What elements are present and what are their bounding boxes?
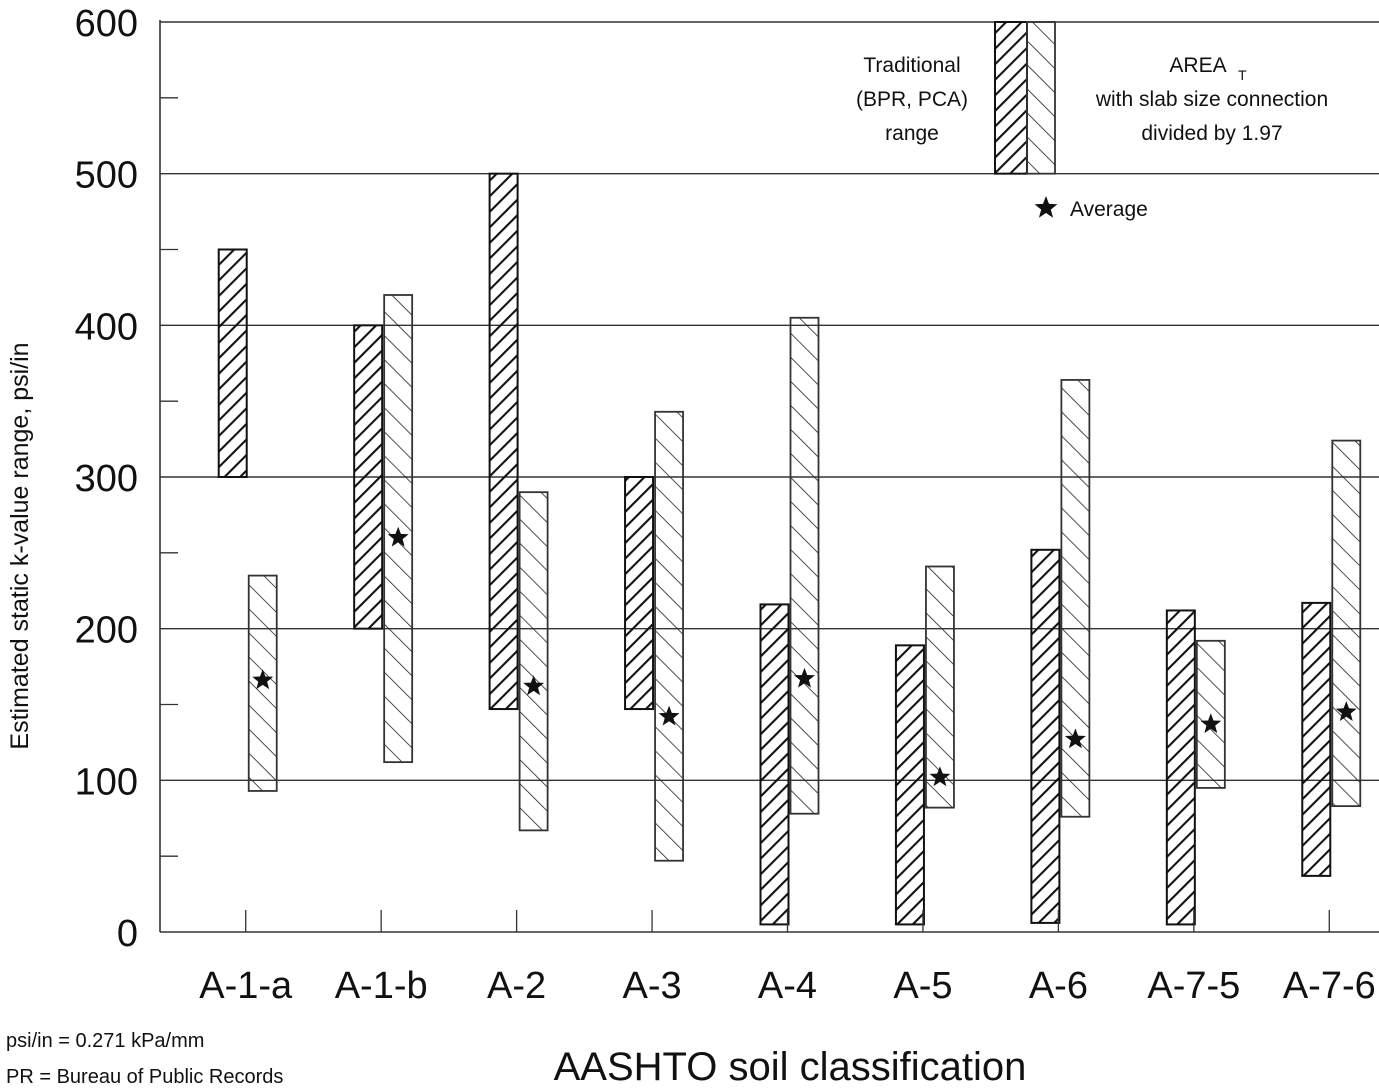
footnote-bpr: PR = Bureau of Public Records	[6, 1066, 284, 1088]
average-star-marker	[794, 667, 815, 688]
area-range-bar	[247, 574, 278, 792]
legend-average-label: Average	[1070, 198, 1148, 221]
legend-traditional-swatch	[994, 21, 1028, 175]
legend-average-star	[1034, 196, 1058, 218]
legend-traditional-label: (BPR, PCA)	[856, 88, 968, 111]
y-tick-label: 300	[75, 458, 138, 500]
legend-traditional-label: range	[885, 122, 939, 145]
legend-traditional-label: Traditional	[863, 54, 960, 77]
x-tick-label: A-3	[622, 965, 681, 1007]
y-tick-label: 100	[75, 761, 138, 803]
legend-area-swatch	[1026, 21, 1056, 175]
x-tick-label: A-6	[1029, 965, 1088, 1007]
y-axis-label: Estimated static k-value range, psi/in	[6, 342, 34, 749]
area-range-bar	[1060, 379, 1091, 818]
x-tick-label: A-7-6	[1283, 965, 1376, 1007]
area-range-bar	[518, 491, 549, 832]
footnote-conversion: psi/in = 0.271 kPa/mm	[6, 1030, 205, 1052]
x-tick-label: A-1-a	[199, 965, 293, 1007]
legend-area-subscript: T	[1238, 67, 1247, 83]
average-star-marker	[523, 675, 545, 696]
traditional-range-bar	[488, 172, 519, 711]
legend-area-label: divided by 1.97	[1141, 122, 1282, 145]
y-tick-label: 0	[117, 913, 138, 955]
y-tick-label: 400	[75, 306, 138, 348]
traditional-range-bar	[1301, 601, 1332, 877]
x-tick-label: A-4	[758, 965, 817, 1007]
traditional-range-bar	[353, 324, 384, 630]
x-tick-label: A-2	[487, 965, 546, 1007]
average-star-marker	[387, 526, 409, 547]
x-tick-label: A-7-5	[1147, 965, 1240, 1007]
traditional-range-bar	[894, 644, 925, 926]
area-range-bar	[789, 316, 820, 815]
legend-area-label: AREA	[1169, 54, 1226, 77]
average-star-marker	[252, 669, 274, 690]
bar-layer	[217, 172, 1362, 926]
average-star-marker	[1335, 701, 1357, 721]
area-range-bar	[654, 410, 684, 862]
average-star-marker	[929, 766, 951, 787]
y-tick-label: 600	[75, 3, 138, 45]
average-star-marker	[1200, 713, 1222, 734]
x-axis-label: AASHTO soil classification	[554, 1045, 1027, 1086]
traditional-range-bar	[217, 248, 248, 478]
y-tick-label: 500	[75, 155, 138, 197]
x-tick-label: A-1-b	[335, 965, 428, 1007]
legend-area-label: with slab size connection	[1095, 88, 1328, 111]
x-tick-label: A-5	[893, 965, 952, 1007]
traditional-range-bar	[1030, 548, 1061, 924]
axis-layer: 0 100 200 300 400 500 600 A-1-a A-1-b A-2 A-3 A-4 A-…	[75, 3, 1379, 1007]
y-tick-label: 200	[75, 610, 138, 652]
legend: Traditional (BPR, PCA) range AREA with slab …	[856, 21, 1328, 221]
area-range-bar	[1331, 439, 1362, 808]
traditional-range-bar	[1165, 609, 1196, 926]
traditional-range-bar	[624, 476, 655, 711]
traditional-range-bar	[759, 603, 790, 926]
average-star-marker	[1064, 728, 1086, 749]
average-star-marker	[658, 705, 680, 726]
